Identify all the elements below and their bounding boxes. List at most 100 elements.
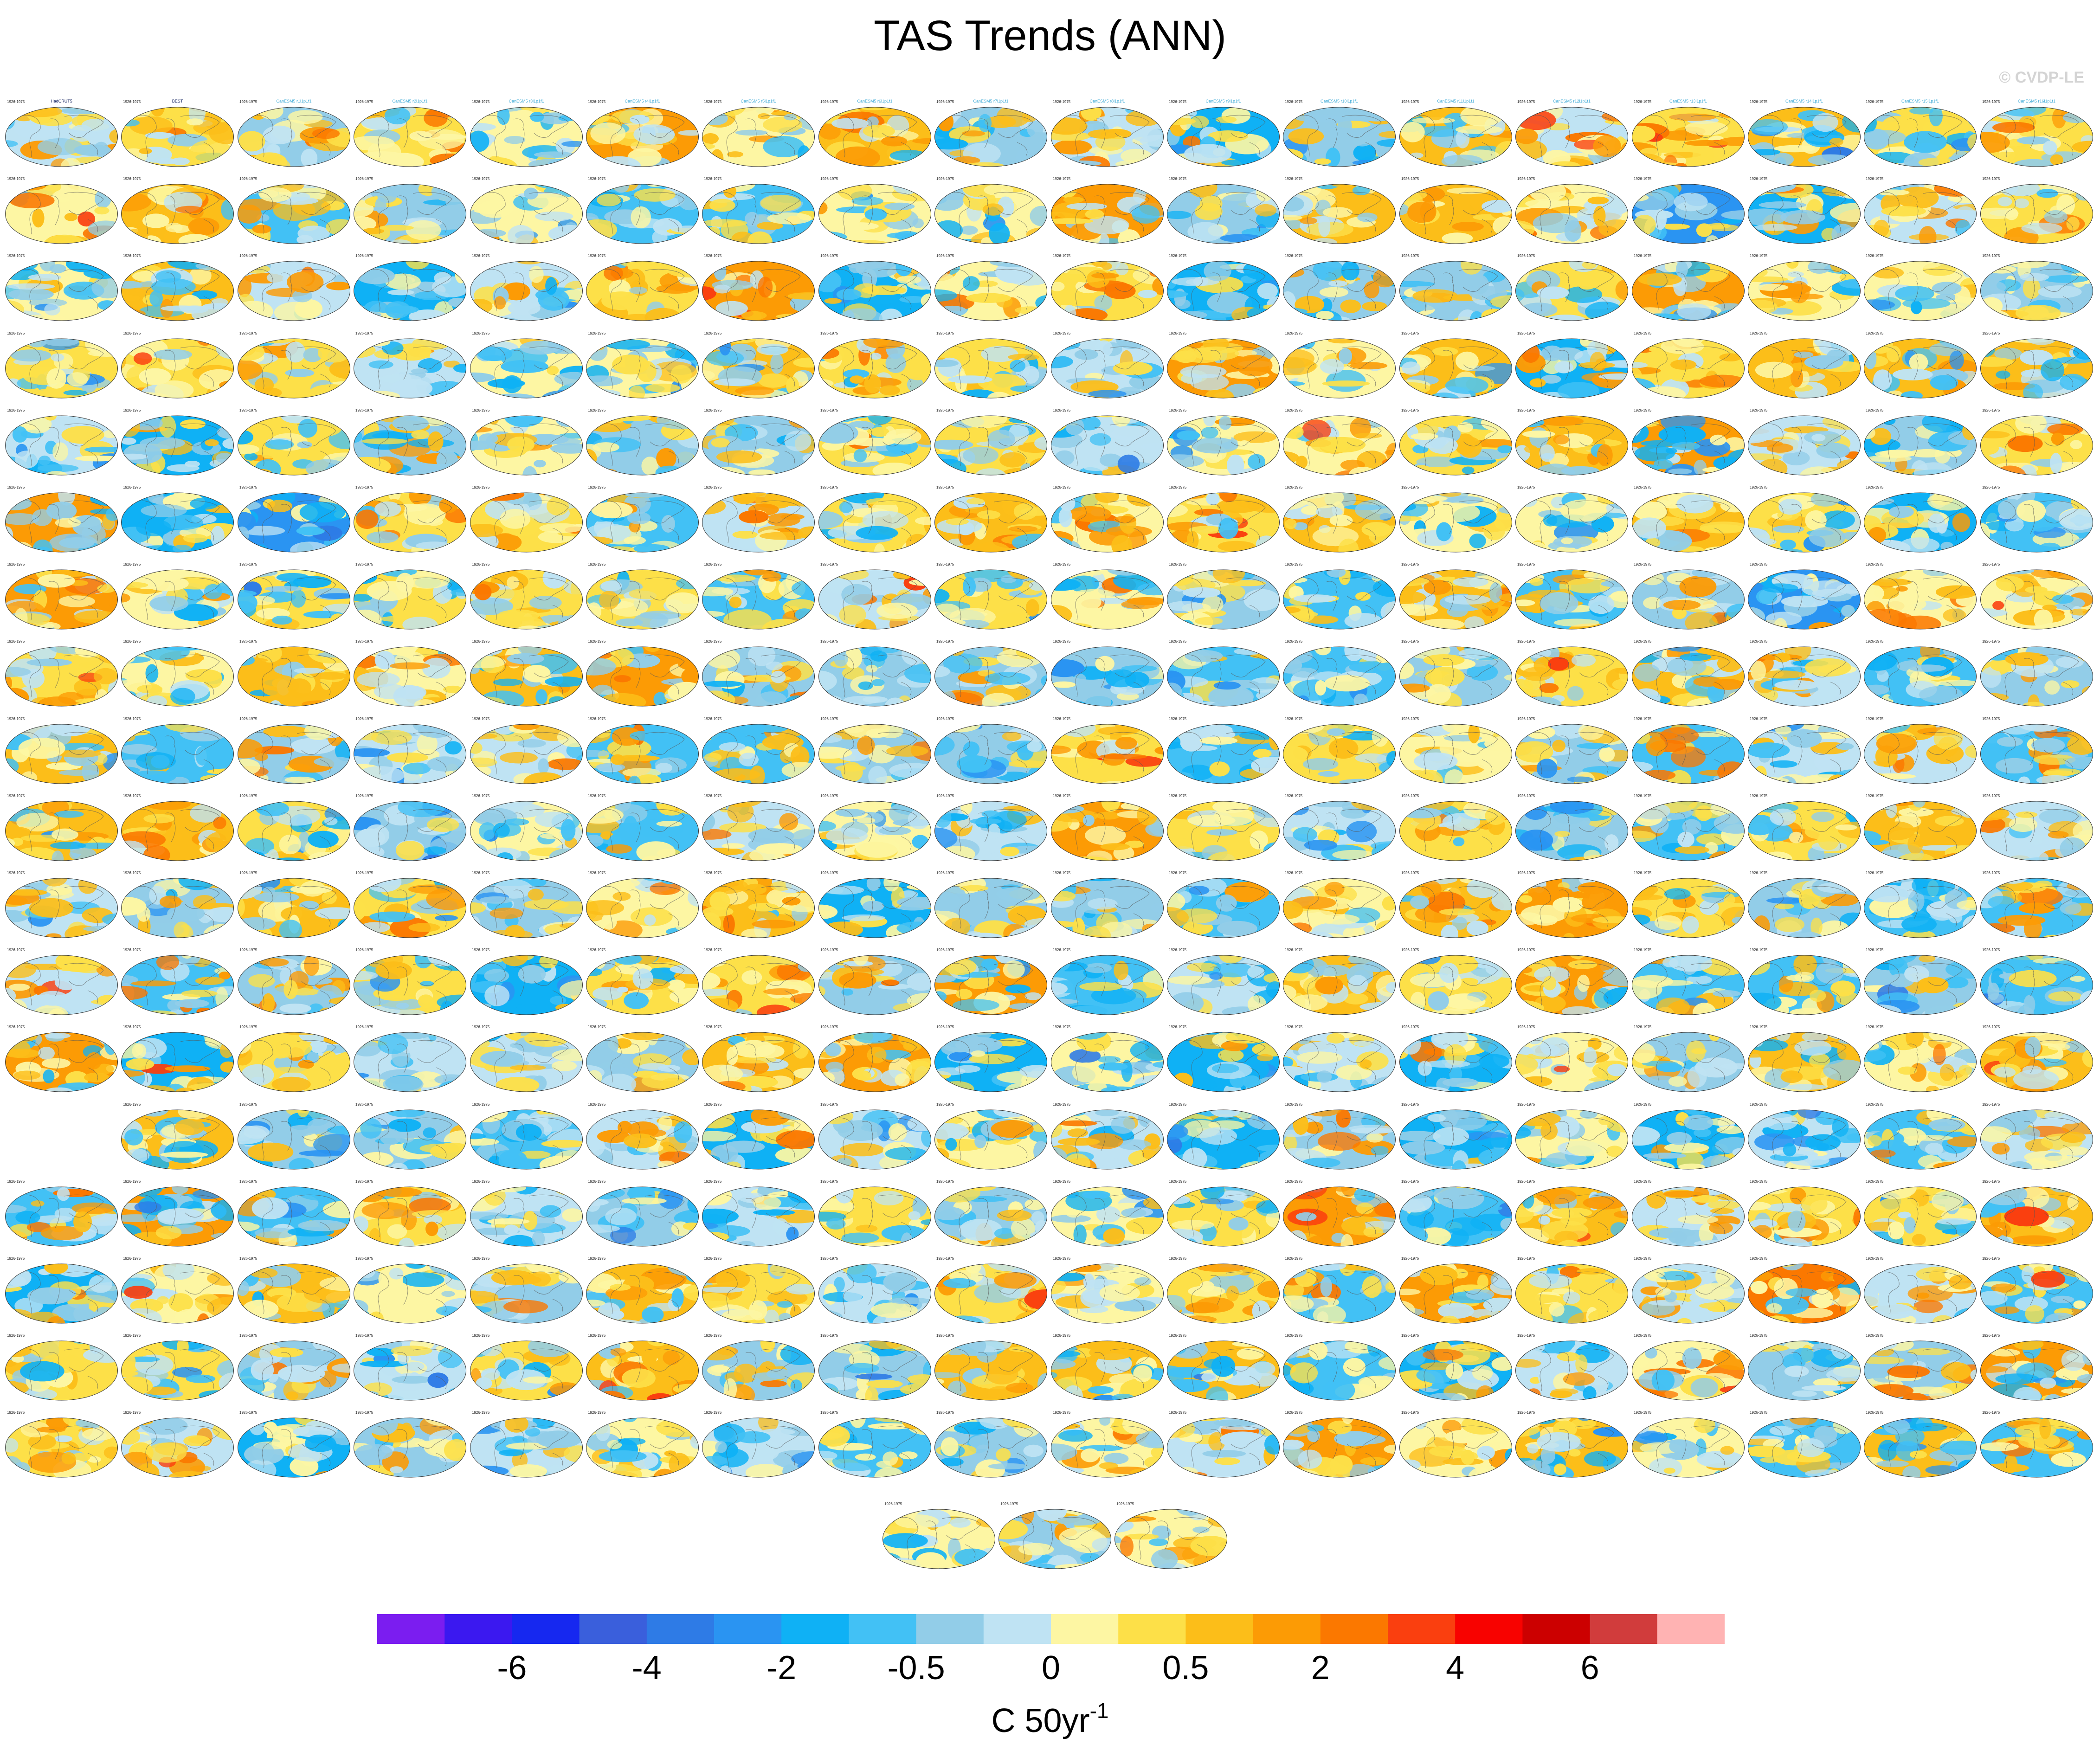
panel-period: 1926-1975 [239, 1025, 258, 1029]
global-map [1167, 1032, 1280, 1092]
global-map [1515, 338, 1628, 399]
panel-period: 1926-1975 [1982, 948, 2000, 952]
panel-period: 1926-1975 [1285, 1102, 1303, 1107]
panel-period: 1926-1975 [936, 100, 954, 104]
panel-period: 1926-1975 [1982, 639, 2000, 644]
global-map [238, 338, 350, 399]
map-panel: 1926-1975 CanESM5 r13i1p1f1 [1631, 99, 1746, 168]
global-map [586, 1263, 699, 1324]
panel-period: 1926-1975 [704, 562, 722, 567]
global-map [1515, 1186, 1628, 1247]
panel-period: 1926-1975 [1750, 1256, 1768, 1261]
panel-period: 1926-1975 [1169, 948, 1187, 952]
panel-period: 1926-1975 [820, 1025, 838, 1029]
colorbar-swatch [1320, 1614, 1388, 1644]
global-map [354, 646, 466, 707]
global-map [702, 107, 815, 167]
map-panel: 1926-1975 [1514, 870, 1629, 940]
colorbar-swatch [1185, 1614, 1254, 1644]
map-panel: 1926-1975 [585, 638, 700, 708]
panel-period: 1926-1975 [1401, 948, 1419, 952]
panel-period: 1926-1975 [239, 177, 258, 181]
global-map [238, 1186, 350, 1247]
global-map [1748, 1186, 1861, 1247]
panel-period: 1926-1975 [1401, 1333, 1419, 1338]
global-map [1515, 1340, 1628, 1401]
global-map [1515, 724, 1628, 784]
panel-period: 1926-1975 [472, 794, 490, 798]
panel-period: 1926-1975 [355, 408, 374, 412]
map-panel: 1926-1975 [1747, 1256, 1862, 1325]
map-panel: 1926-1975 [237, 638, 351, 708]
global-map [1748, 261, 1861, 321]
global-map [1632, 1340, 1745, 1401]
panel-name: CanESM5 r8i1p1f1 [1089, 99, 1125, 103]
global-map [470, 415, 583, 476]
panel-period: 1926-1975 [1053, 1333, 1071, 1338]
panel-period: 1926-1975 [704, 177, 722, 181]
map-panel: 1926-1975 [1979, 1333, 2094, 1402]
global-map [1051, 415, 1164, 476]
panel-period: 1926-1975 [472, 871, 490, 875]
map-panel: 1926-1975 [353, 484, 467, 554]
map-panel: 1926-1975 [1398, 638, 1513, 708]
map-panel: 1926-1975 [1166, 1256, 1281, 1325]
panel-period: 1926-1975 [704, 794, 722, 798]
global-map [121, 878, 234, 938]
global-map [1864, 646, 1977, 707]
panel-period: 1926-1975 [588, 562, 606, 567]
global-map [470, 1032, 583, 1092]
panel-period: 1926-1975 [1750, 1025, 1768, 1029]
global-map [1399, 1032, 1512, 1092]
global-map [1864, 415, 1977, 476]
map-panel: 1926-1975 [469, 793, 584, 863]
panel-period: 1926-1975 [1053, 408, 1071, 412]
panel-period: 1926-1975 [704, 1256, 722, 1261]
panel-period: 1926-1975 [123, 871, 141, 875]
map-panel: 1926-1975 CanESM5 r7i1p1f1 [934, 99, 1048, 168]
global-map [1051, 955, 1164, 1015]
map-panel: 1926-1975 CanESM5 r1i1p1f1 [237, 99, 351, 168]
global-map [1864, 1186, 1977, 1247]
panel-period: 1926-1975 [472, 1179, 490, 1184]
colorbar-units-label: C 50yr-1 [0, 1691, 2100, 1740]
global-map [702, 1340, 815, 1401]
panel-period: 1926-1975 [1517, 1102, 1535, 1107]
panel-period: 1926-1975 [1285, 948, 1303, 952]
panel-name: CanESM5 r2i1p1f1 [392, 99, 428, 103]
global-map [470, 1186, 583, 1247]
global-map [1283, 1417, 1396, 1478]
global-map [1399, 724, 1512, 784]
global-map [238, 1109, 350, 1170]
panel-period: 1926-1975 [1401, 562, 1419, 567]
global-map [934, 724, 1047, 784]
map-panel: 1926-1975 [934, 1178, 1048, 1248]
panel-period: 1926-1975 [1517, 1410, 1535, 1415]
panel-period: 1926-1975 [936, 1410, 954, 1415]
map-panel: 1926-1975 CanESM5 r10i1p1f1 [1282, 99, 1397, 168]
map-panel: 1926-1975 [1050, 1410, 1165, 1479]
global-map [470, 338, 583, 399]
map-panel: 1926-1975 [120, 1024, 235, 1094]
global-map [470, 1263, 583, 1324]
global-map [1167, 261, 1280, 321]
panel-period: 1926-1975 [7, 1025, 25, 1029]
panel-period: 1926-1975 [123, 717, 141, 721]
global-map [354, 878, 466, 938]
global-map [354, 801, 466, 861]
map-panel: 1926-1975 [1631, 793, 1746, 863]
panel-period: 1926-1975 [239, 408, 258, 412]
map-panel: 1926-1975 [1398, 1256, 1513, 1325]
global-map [1051, 878, 1164, 938]
map-panel: 1926-1975 [1863, 1256, 1978, 1325]
map-panel: 1926-1975 [1979, 253, 2094, 322]
global-map [702, 1109, 815, 1170]
panel-period: 1926-1975 [7, 794, 25, 798]
panel-period: 1926-1975 [355, 1410, 374, 1415]
panel-period: 1926-1975 [1982, 1102, 2000, 1107]
global-map [1283, 1186, 1396, 1247]
global-map [470, 801, 583, 861]
map-panel: 1926-1975 [469, 1256, 584, 1325]
panel-period: 1926-1975 [1401, 331, 1419, 335]
map-panel: 1926-1975 [1631, 1256, 1746, 1325]
